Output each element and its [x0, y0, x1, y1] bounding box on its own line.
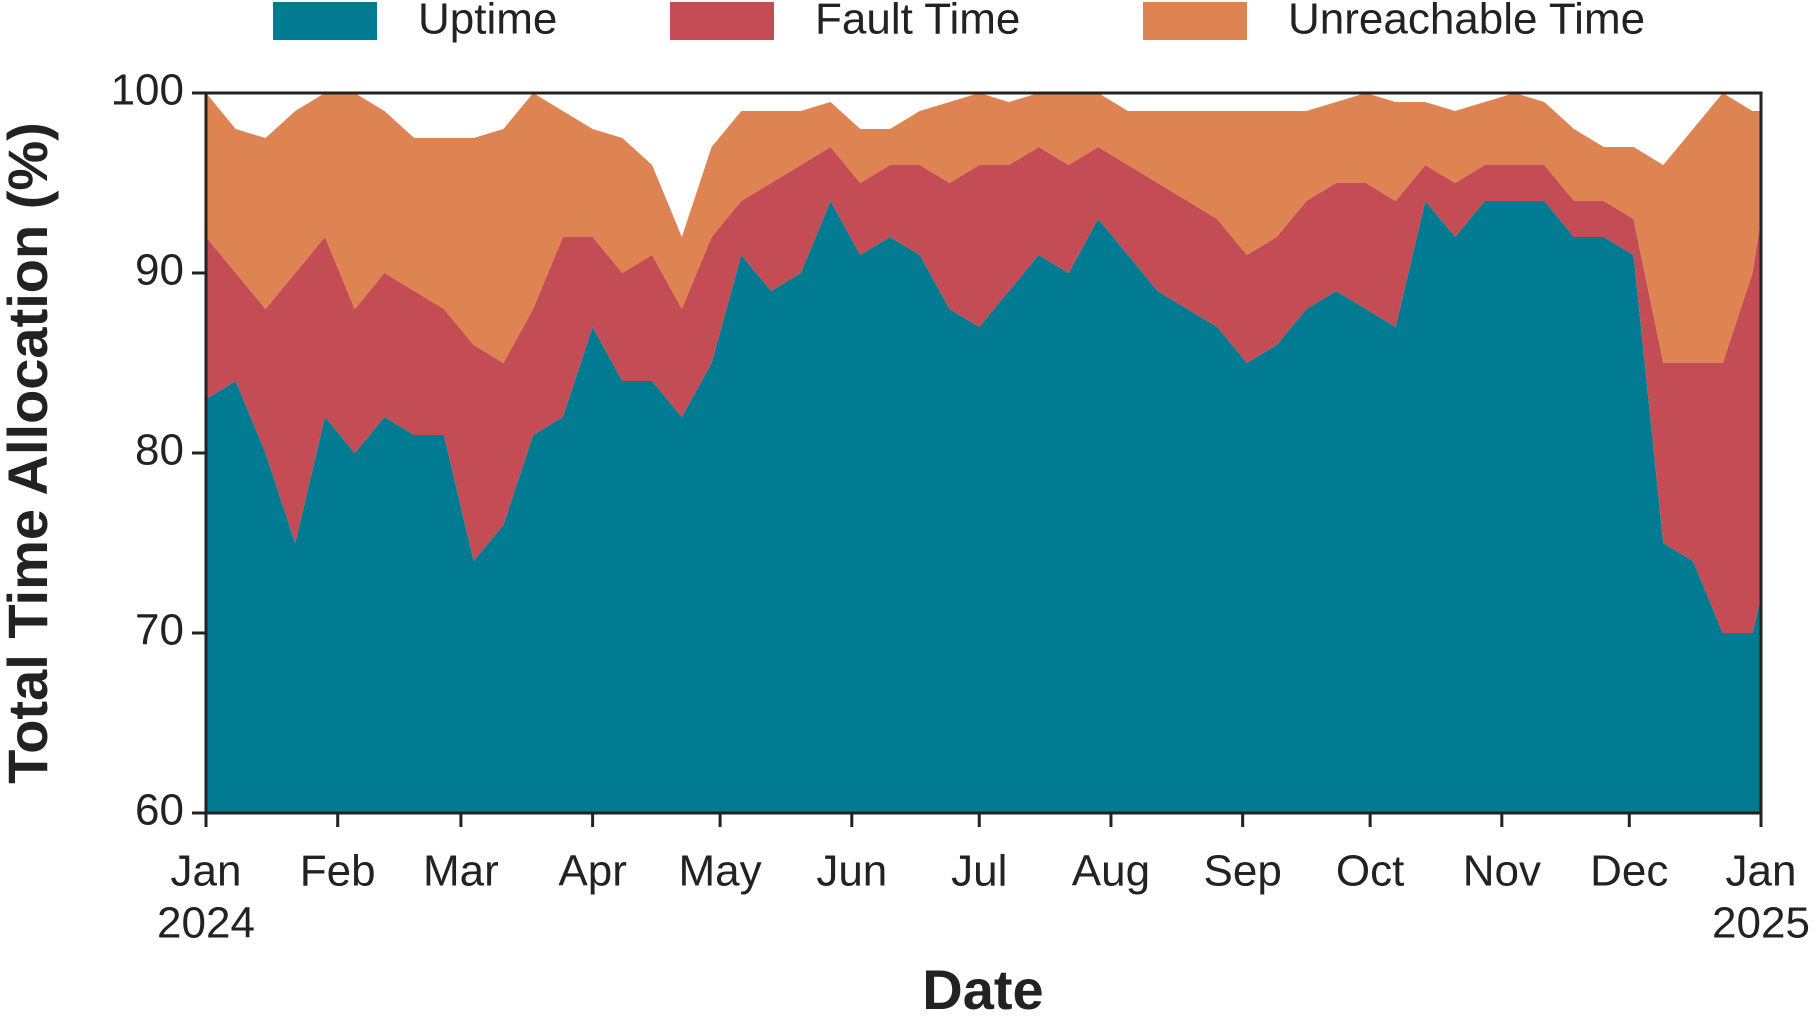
x-tick-label: 2025 — [1712, 899, 1810, 948]
x-tick-label: Jun — [816, 847, 887, 896]
x-tick-label: Nov — [1463, 847, 1541, 896]
x-tick-label: Jan — [171, 847, 242, 896]
x-tick-label: May — [679, 847, 762, 896]
y-tick-label: 60 — [135, 786, 184, 835]
legend-label: Uptime — [418, 0, 557, 44]
x-tick-label: Mar — [423, 847, 499, 896]
y-axis-title: Total Time Allocation (%) — [0, 122, 59, 784]
area — [206, 147, 1761, 633]
legend-swatch — [1143, 2, 1247, 40]
y-tick-label: 80 — [135, 426, 184, 475]
x-tick-label: 2024 — [157, 899, 255, 948]
x-tick-label: Sep — [1204, 847, 1282, 896]
x-tick-label: Aug — [1072, 847, 1150, 896]
x-tick-label: Dec — [1590, 847, 1668, 896]
plot-area — [206, 93, 1761, 813]
area — [206, 93, 1761, 363]
x-axis-title: Date — [922, 958, 1043, 1019]
legend-label: Fault Time — [815, 0, 1020, 44]
legend-swatch — [670, 2, 774, 40]
x-tick-label: Jan — [1726, 847, 1797, 896]
x-tick-label: Feb — [300, 847, 376, 896]
legend-label: Unreachable Time — [1288, 0, 1645, 44]
area — [206, 201, 1761, 813]
legend-swatch — [273, 2, 377, 40]
y-tick-label: 70 — [135, 606, 184, 655]
y-tick-label: 90 — [135, 246, 184, 295]
x-tick-label: Apr — [558, 847, 626, 896]
y-tick-label: 100 — [111, 66, 184, 115]
x-tick-label: Oct — [1336, 847, 1404, 896]
x-tick-label: Jul — [951, 847, 1007, 896]
